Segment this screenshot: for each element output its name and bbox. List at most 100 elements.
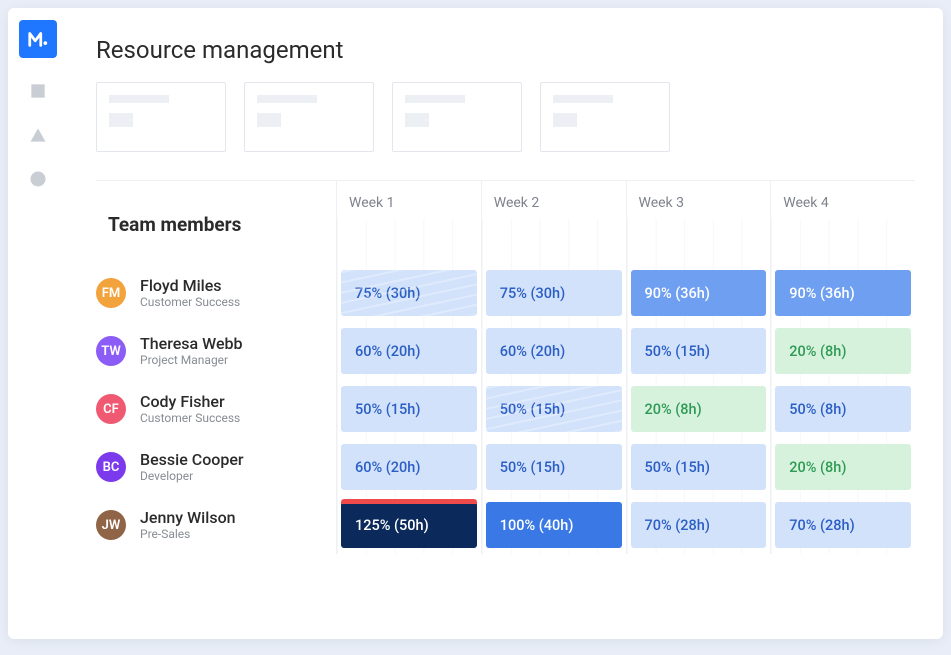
allocation-label: 90% (36h) [789, 285, 854, 302]
allocation-label: 70% (28h) [645, 517, 710, 534]
allocation-block[interactable]: 90% (36h) [775, 270, 911, 316]
allocation-label: 75% (30h) [355, 285, 420, 302]
member-name: Theresa Webb [140, 335, 243, 353]
allocation-label: 50% (15h) [645, 459, 710, 476]
column-header-label: Week 1 [349, 195, 395, 211]
allocation-block[interactable]: 20% (8h) [775, 328, 911, 374]
main-content: Resource management Team members Week 1 We… [68, 8, 943, 639]
allocation-block[interactable]: 50% (15h) [631, 444, 767, 490]
allocation-label: 50% (15h) [500, 459, 565, 476]
overallocation-indicator [341, 499, 477, 504]
section-title: Team members [108, 195, 324, 254]
stat-card[interactable] [540, 82, 670, 152]
allocation-block[interactable]: 50% (15h) [486, 386, 622, 432]
allocation-label: 90% (36h) [645, 285, 710, 302]
allocation-cell: 70% (28h) [626, 496, 771, 554]
allocation-block[interactable]: 70% (28h) [631, 502, 767, 548]
avatar: TW [96, 336, 126, 366]
allocation-label: 50% (15h) [500, 401, 565, 418]
allocation-cell: 60% (20h) [481, 322, 626, 380]
member-name: Cody Fisher [140, 393, 240, 411]
stat-card[interactable] [392, 82, 522, 152]
allocation-label: 60% (20h) [355, 459, 420, 476]
allocation-block[interactable]: 125% (50h) [341, 502, 477, 548]
avatar: BC [96, 452, 126, 482]
allocation-label: 50% (15h) [355, 401, 420, 418]
member-row[interactable]: CFCody FisherCustomer Success [96, 380, 336, 438]
member-role: Pre-Sales [140, 527, 236, 541]
allocation-cell: 100% (40h) [481, 496, 626, 554]
sidebar [8, 8, 68, 639]
column-header: Week 4 [770, 181, 915, 264]
member-row[interactable]: JW Jenny WilsonPre-Sales [96, 496, 336, 554]
allocation-label: 60% (20h) [500, 343, 565, 360]
allocation-block[interactable]: 50% (15h) [631, 328, 767, 374]
member-role: Customer Success [140, 295, 240, 309]
stat-card[interactable] [96, 82, 226, 152]
member-row[interactable]: TWTheresa WebbProject Manager [96, 322, 336, 380]
allocation-cell: 90% (36h) [770, 264, 915, 322]
member-row[interactable]: FM Floyd MilesCustomer Success [96, 264, 336, 322]
allocation-cell: 70% (28h) [770, 496, 915, 554]
allocation-block[interactable]: 20% (8h) [631, 386, 767, 432]
allocation-block[interactable]: 50% (15h) [341, 386, 477, 432]
nav-item-triangle-icon[interactable] [27, 124, 49, 146]
column-header: Week 2 [481, 181, 626, 264]
allocation-block[interactable]: 75% (30h) [341, 270, 477, 316]
allocation-cell: 60% (20h) [336, 438, 481, 496]
allocation-cell: 90% (36h) [626, 264, 771, 322]
member-row[interactable]: BCBessie CooperDeveloper [96, 438, 336, 496]
column-header-label: Week 2 [494, 195, 540, 211]
allocation-cell: 125% (50h) [336, 496, 481, 554]
column-header-label: Week 4 [783, 195, 829, 211]
allocation-cell: 50% (15h) [626, 438, 771, 496]
nav-item-circle-icon[interactable] [27, 168, 49, 190]
member-name: Bessie Cooper [140, 451, 244, 469]
allocation-block[interactable]: 70% (28h) [775, 502, 911, 548]
allocation-label: 20% (8h) [789, 343, 846, 360]
allocation-block[interactable]: 60% (20h) [341, 328, 477, 374]
allocation-block[interactable]: 20% (8h) [775, 444, 911, 490]
nav-item-square-icon[interactable] [27, 80, 49, 102]
app-logo[interactable] [19, 20, 57, 58]
allocation-cell: 60% (20h) [336, 322, 481, 380]
allocation-cell: 50% (15h) [626, 322, 771, 380]
allocation-cell: 50% (8h) [770, 380, 915, 438]
page-title: Resource management [96, 36, 915, 64]
allocation-cell: 50% (15h) [481, 438, 626, 496]
allocation-label: 125% (50h) [355, 517, 429, 534]
stat-cards-row [96, 82, 915, 152]
logo-icon [27, 28, 49, 50]
allocation-label: 60% (20h) [355, 343, 420, 360]
allocation-label: 20% (8h) [789, 459, 846, 476]
column-header: Week 1 [336, 181, 481, 264]
allocation-label: 75% (30h) [500, 285, 565, 302]
stat-card[interactable] [244, 82, 374, 152]
allocation-block[interactable]: 75% (30h) [486, 270, 622, 316]
allocation-cell: 20% (8h) [770, 438, 915, 496]
allocation-label: 50% (8h) [789, 401, 846, 418]
allocation-cell: 20% (8h) [770, 322, 915, 380]
column-header-label: Week 3 [639, 195, 685, 211]
allocation-cell: 20% (8h) [626, 380, 771, 438]
allocation-block[interactable]: 100% (40h) [486, 502, 622, 548]
allocation-block[interactable]: 50% (15h) [486, 444, 622, 490]
column-header: Week 3 [626, 181, 771, 264]
member-name: Floyd Miles [140, 277, 240, 295]
allocation-cell: 75% (30h) [481, 264, 626, 322]
allocation-block[interactable]: 60% (20h) [341, 444, 477, 490]
avatar: CF [96, 394, 126, 424]
allocation-block[interactable]: 90% (36h) [631, 270, 767, 316]
allocation-cell: 50% (15h) [481, 380, 626, 438]
allocation-label: 50% (15h) [645, 343, 710, 360]
allocation-cell: 75% (30h) [336, 264, 481, 322]
member-name: Jenny Wilson [140, 509, 236, 527]
allocation-label: 100% (40h) [500, 517, 574, 534]
avatar: JW [96, 510, 126, 540]
allocation-grid: Team members Week 1 Week 2 Week 3 Week 4 FM Fl… [96, 180, 915, 554]
allocation-block[interactable]: 60% (20h) [486, 328, 622, 374]
app-window: Resource management Team members Week 1 We… [8, 8, 943, 639]
avatar: FM [96, 278, 126, 308]
allocation-block[interactable]: 50% (8h) [775, 386, 911, 432]
allocation-label: 70% (28h) [789, 517, 854, 534]
